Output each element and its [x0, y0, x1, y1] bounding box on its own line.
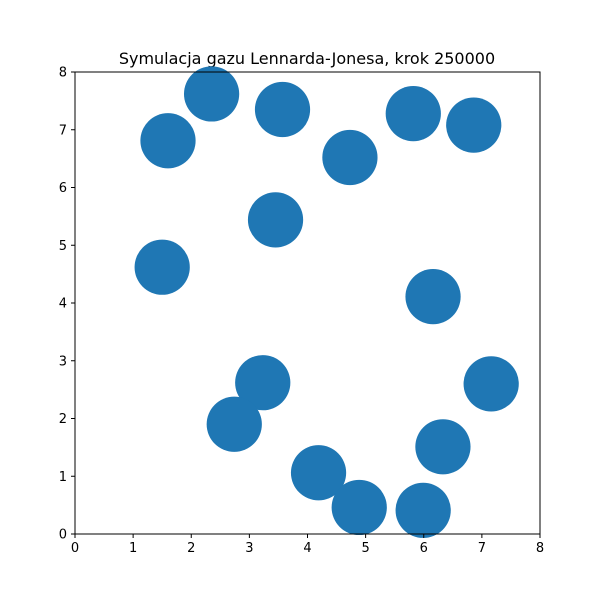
particle-point-6 — [322, 129, 378, 186]
particle-point-8 — [134, 239, 190, 295]
y-tick-label: 0 — [59, 528, 67, 543]
particle-point-3 — [385, 85, 441, 142]
x-tick-label: 2 — [187, 541, 195, 556]
particle-point-16 — [395, 482, 451, 538]
particle-point-7 — [247, 192, 304, 248]
chart-title: Symulacja gazu Lennarda-Jonesa, krok 250… — [119, 49, 495, 68]
x-tick-label: 0 — [71, 541, 79, 556]
y-tick-label: 5 — [59, 239, 67, 254]
particle-point-12 — [206, 396, 262, 452]
ticks-layer: 0 1 2 3 4 5 6 7 8 0 1 2 3 4 5 6 7 8 — [59, 66, 544, 557]
y-tick-label: 1 — [59, 470, 67, 485]
y-tick-label: 7 — [59, 123, 67, 138]
y-tick-label: 8 — [59, 66, 67, 81]
particle-point-4 — [446, 97, 502, 153]
y-tick-label: 6 — [59, 181, 67, 196]
particle-point-9 — [405, 269, 461, 325]
y-tick-label: 2 — [59, 412, 67, 427]
particle-point-5 — [140, 113, 196, 169]
particle-point-15 — [331, 479, 387, 536]
points-layer — [134, 66, 519, 538]
particle-point-14 — [290, 445, 347, 501]
x-tick-label: 5 — [361, 541, 369, 556]
x-tick-label: 6 — [420, 541, 428, 556]
x-tick-label: 4 — [303, 541, 311, 556]
plot-frame — [74, 71, 541, 535]
particle-point-13 — [415, 419, 471, 475]
particle-point-11 — [463, 356, 519, 412]
x-tick-label: 7 — [478, 541, 486, 556]
x-tick-label: 1 — [129, 541, 137, 556]
x-tick-label: 8 — [536, 541, 544, 556]
particle-point-10 — [235, 355, 291, 411]
particle-point-2 — [254, 81, 311, 138]
y-tick-label: 4 — [59, 297, 67, 312]
particle-point-1 — [183, 66, 240, 122]
x-tick-label: 3 — [245, 541, 253, 556]
y-tick-label: 3 — [59, 354, 67, 369]
